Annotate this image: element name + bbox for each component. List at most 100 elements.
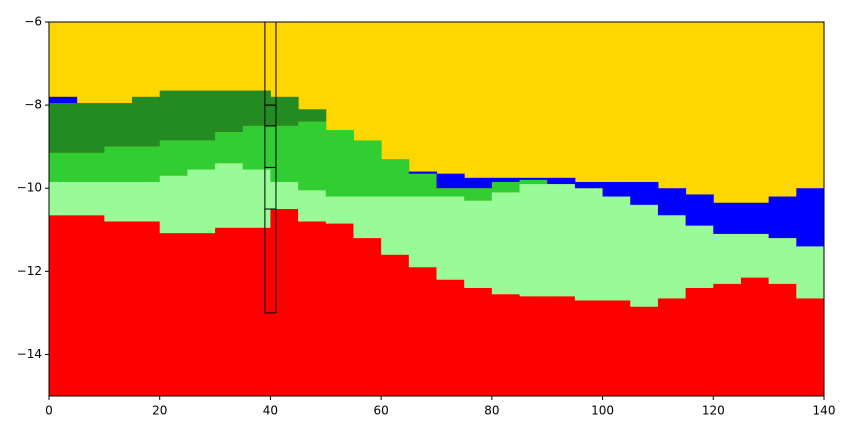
- layer-cell: [159, 175, 188, 234]
- layer-cell: [436, 188, 465, 197]
- layer-cell: [491, 192, 521, 295]
- layer-cell: [270, 181, 299, 209]
- layer-cell: [104, 221, 133, 396]
- x-tick-label: 80: [484, 404, 499, 418]
- layer-cell: [574, 181, 604, 189]
- layer-cell: [381, 196, 410, 255]
- layer-cell: [353, 140, 382, 197]
- layer-cell: [685, 194, 714, 226]
- layer-cell: [657, 298, 687, 396]
- layer-cell: [159, 90, 188, 141]
- layer-cell: [104, 146, 133, 182]
- layer-cell: [49, 103, 78, 153]
- y-tick-label: −6: [24, 15, 42, 29]
- layer-cell: [353, 238, 382, 396]
- layer-cell: [602, 300, 631, 396]
- x-tick-label: 120: [702, 404, 725, 418]
- layer-cell: [325, 223, 354, 396]
- layer-cell: [76, 181, 105, 216]
- layer-cell: [519, 296, 548, 396]
- layer-cell: [270, 96, 299, 126]
- layer-cell: [740, 202, 770, 234]
- layer-cell: [76, 152, 105, 182]
- layer-cell: [215, 132, 244, 164]
- layer-cell: [132, 96, 161, 147]
- layer-cell: [298, 190, 327, 222]
- layer-cell: [491, 177, 521, 182]
- layer-cell: [381, 159, 410, 197]
- x-tick-label: 100: [591, 404, 614, 418]
- layer-cell: [519, 179, 548, 185]
- plot-frame: [48, 21, 825, 397]
- layer-cell: [408, 267, 437, 396]
- layer-cell: [49, 152, 78, 182]
- x-tick-label: 0: [45, 404, 53, 418]
- layer-cell: [187, 233, 216, 396]
- layer-cell: [270, 209, 299, 396]
- layer-cell: [408, 171, 437, 197]
- layer-cell: [464, 200, 493, 288]
- layer-cell: [187, 90, 216, 141]
- layer-cell: [436, 196, 465, 280]
- layer-cell: [215, 163, 244, 228]
- layer-cell: [187, 140, 216, 170]
- layer-cell: [519, 184, 548, 297]
- layer-cell: [657, 215, 687, 299]
- layer-cell: [76, 215, 105, 396]
- layer-cell: [491, 181, 521, 193]
- layer-cell: [796, 188, 825, 247]
- x-tick-label: 40: [263, 404, 278, 418]
- layer-cell: [132, 146, 161, 182]
- layer-cell: [547, 296, 576, 396]
- layer-cell: [104, 181, 133, 222]
- layer-cell: [464, 188, 493, 201]
- layer-cell: [713, 283, 742, 396]
- layer-cell: [740, 277, 770, 396]
- layer-cell: [519, 177, 548, 180]
- borehole-segment: [264, 208, 277, 314]
- layer-cell: [657, 188, 687, 216]
- layer-cell: [325, 196, 354, 224]
- layer-cell: [132, 181, 161, 222]
- y-tick-label: −10: [17, 181, 42, 195]
- y-tick-label: −14: [17, 347, 42, 361]
- layer-cell: [630, 306, 659, 396]
- layer-cell: [602, 181, 631, 197]
- layer-cell: [740, 233, 770, 278]
- layer-cell: [242, 90, 271, 126]
- layer-cell: [436, 173, 465, 189]
- y-tick-label: −8: [24, 98, 42, 112]
- layer-cell: [630, 204, 659, 307]
- layer-cell: [491, 294, 521, 396]
- layer-cell: [574, 300, 604, 396]
- layer-cell: [408, 171, 437, 174]
- layer-cell: [159, 140, 188, 176]
- layer-cell: [464, 177, 493, 189]
- layer-cell: [713, 233, 742, 284]
- layer-cell: [796, 298, 825, 396]
- layer-cell: [768, 196, 797, 239]
- layer-cell: [713, 202, 742, 234]
- x-tick-label: 60: [374, 404, 389, 418]
- layer-cell: [215, 227, 244, 396]
- layer-cell: [187, 169, 216, 234]
- layer-cell: [242, 227, 271, 396]
- layer-cell: [381, 254, 410, 396]
- layer-cell: [547, 177, 576, 185]
- x-tick-label: 140: [813, 404, 836, 418]
- layer-cell: [270, 125, 299, 182]
- layer-cell: [298, 121, 327, 191]
- layer-cell: [242, 125, 271, 170]
- layer-cell: [49, 96, 78, 104]
- layer-cell: [408, 196, 437, 268]
- y-tick-label: −12: [17, 264, 42, 278]
- layer-cell: [547, 184, 576, 297]
- layer-cell: [796, 246, 825, 299]
- layer-cell: [49, 181, 78, 216]
- x-tick-label: 20: [152, 404, 167, 418]
- layer-cell: [574, 188, 604, 301]
- layer-cell: [298, 109, 327, 122]
- layer-cell: [242, 169, 271, 228]
- layer-cell: [325, 130, 354, 197]
